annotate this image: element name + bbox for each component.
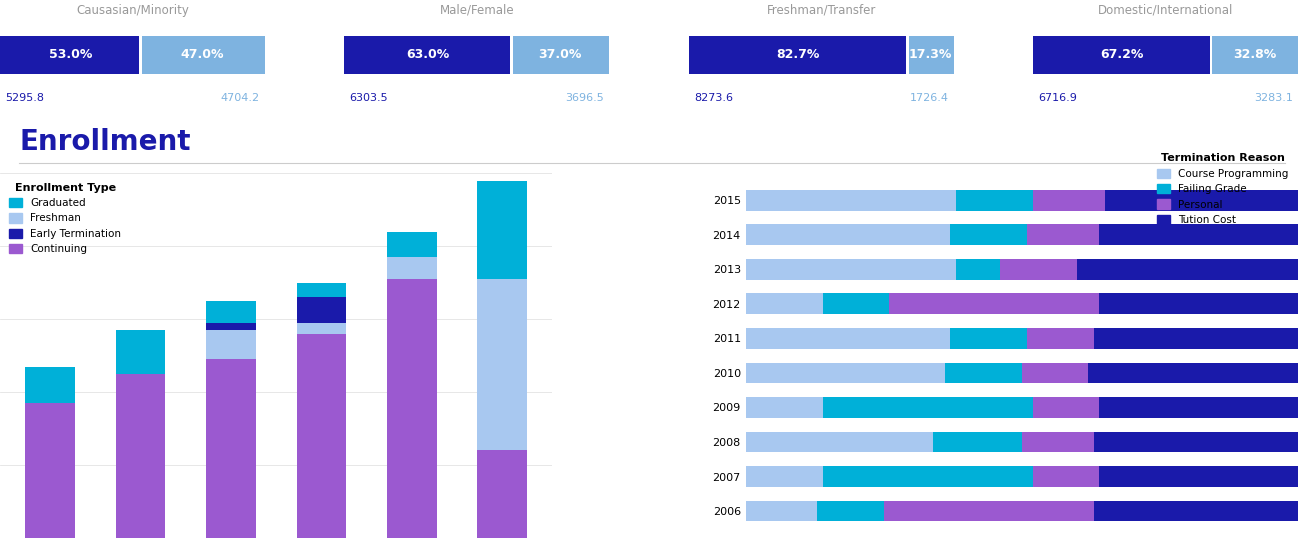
- Bar: [1099, 224, 1298, 245]
- FancyBboxPatch shape: [344, 36, 510, 74]
- Bar: [1022, 431, 1094, 452]
- Bar: [206, 323, 256, 330]
- Bar: [116, 370, 165, 538]
- Bar: [206, 301, 256, 323]
- FancyBboxPatch shape: [513, 36, 609, 74]
- Bar: [1094, 328, 1298, 349]
- Bar: [387, 257, 436, 279]
- Bar: [296, 323, 347, 334]
- Bar: [296, 297, 347, 323]
- Text: Domestic/International: Domestic/International: [1098, 4, 1233, 17]
- Text: 37.0%: 37.0%: [539, 48, 582, 61]
- Text: 8273.6: 8273.6: [694, 93, 733, 103]
- Bar: [387, 279, 436, 538]
- Bar: [296, 282, 347, 297]
- Bar: [950, 224, 1027, 245]
- Bar: [1099, 466, 1298, 487]
- Bar: [478, 217, 527, 279]
- FancyBboxPatch shape: [909, 36, 954, 74]
- Text: 1726.4: 1726.4: [910, 93, 949, 103]
- FancyBboxPatch shape: [0, 36, 139, 74]
- Text: 67.2%: 67.2%: [1101, 48, 1144, 61]
- Bar: [116, 345, 165, 370]
- Bar: [1033, 466, 1099, 487]
- Bar: [745, 190, 955, 210]
- Text: 5295.8: 5295.8: [5, 93, 44, 103]
- Text: Enrollment: Enrollment: [19, 128, 191, 156]
- Text: 17.3%: 17.3%: [909, 48, 953, 61]
- Bar: [745, 293, 823, 314]
- Text: 3696.5: 3696.5: [565, 93, 604, 103]
- Bar: [1088, 363, 1298, 383]
- Bar: [933, 431, 1022, 452]
- Bar: [1022, 363, 1088, 383]
- Text: 4704.2: 4704.2: [221, 93, 260, 103]
- Bar: [206, 330, 256, 359]
- Bar: [25, 385, 75, 403]
- Bar: [945, 363, 1022, 383]
- Bar: [387, 231, 436, 257]
- Bar: [1033, 397, 1099, 418]
- Bar: [745, 501, 818, 521]
- Bar: [745, 431, 933, 452]
- Bar: [745, 397, 823, 418]
- Bar: [1099, 397, 1298, 418]
- Bar: [745, 224, 950, 245]
- Bar: [478, 217, 527, 450]
- Text: 82.7%: 82.7%: [776, 48, 820, 61]
- Bar: [955, 190, 1033, 210]
- Text: 6303.5: 6303.5: [349, 93, 388, 103]
- Text: Freshman/Transfer: Freshman/Transfer: [767, 4, 876, 17]
- FancyBboxPatch shape: [689, 36, 906, 74]
- Text: 32.8%: 32.8%: [1233, 48, 1276, 61]
- Bar: [823, 293, 889, 314]
- FancyBboxPatch shape: [141, 36, 265, 74]
- Bar: [950, 328, 1027, 349]
- Text: 63.0%: 63.0%: [406, 48, 449, 61]
- Bar: [206, 359, 256, 538]
- Text: Male/Female: Male/Female: [440, 4, 514, 17]
- Bar: [999, 259, 1077, 280]
- Bar: [889, 293, 1099, 314]
- Bar: [823, 397, 1033, 418]
- Bar: [745, 363, 945, 383]
- Bar: [25, 385, 75, 396]
- Text: 6716.9: 6716.9: [1038, 93, 1077, 103]
- Bar: [25, 366, 75, 403]
- FancyBboxPatch shape: [1212, 36, 1298, 74]
- Bar: [296, 334, 347, 538]
- Legend: Graduated, Freshman, Early Termination, Continuing: Graduated, Freshman, Early Termination, …: [5, 179, 126, 258]
- Bar: [1094, 431, 1298, 452]
- Bar: [116, 345, 165, 374]
- Bar: [1027, 224, 1099, 245]
- Bar: [745, 259, 955, 280]
- Text: 3283.1: 3283.1: [1254, 93, 1293, 103]
- Bar: [823, 466, 1033, 487]
- Bar: [884, 501, 1094, 521]
- Bar: [745, 328, 950, 349]
- Bar: [955, 259, 999, 280]
- FancyBboxPatch shape: [1033, 36, 1210, 74]
- Text: Causasian/Minority: Causasian/Minority: [77, 4, 190, 17]
- Bar: [1033, 190, 1105, 210]
- Legend: Course Programming, Failing Grade, Personal, Tution Cost: Course Programming, Failing Grade, Perso…: [1153, 149, 1293, 229]
- Bar: [478, 450, 527, 538]
- Bar: [745, 466, 823, 487]
- Bar: [1094, 501, 1298, 521]
- Text: 53.0%: 53.0%: [48, 48, 92, 61]
- Bar: [1077, 259, 1298, 280]
- Bar: [818, 501, 884, 521]
- Bar: [478, 181, 527, 279]
- Bar: [25, 396, 75, 538]
- Bar: [1099, 293, 1298, 314]
- Text: 47.0%: 47.0%: [180, 48, 225, 61]
- Bar: [1105, 190, 1298, 210]
- Bar: [116, 330, 165, 374]
- Bar: [1027, 328, 1094, 349]
